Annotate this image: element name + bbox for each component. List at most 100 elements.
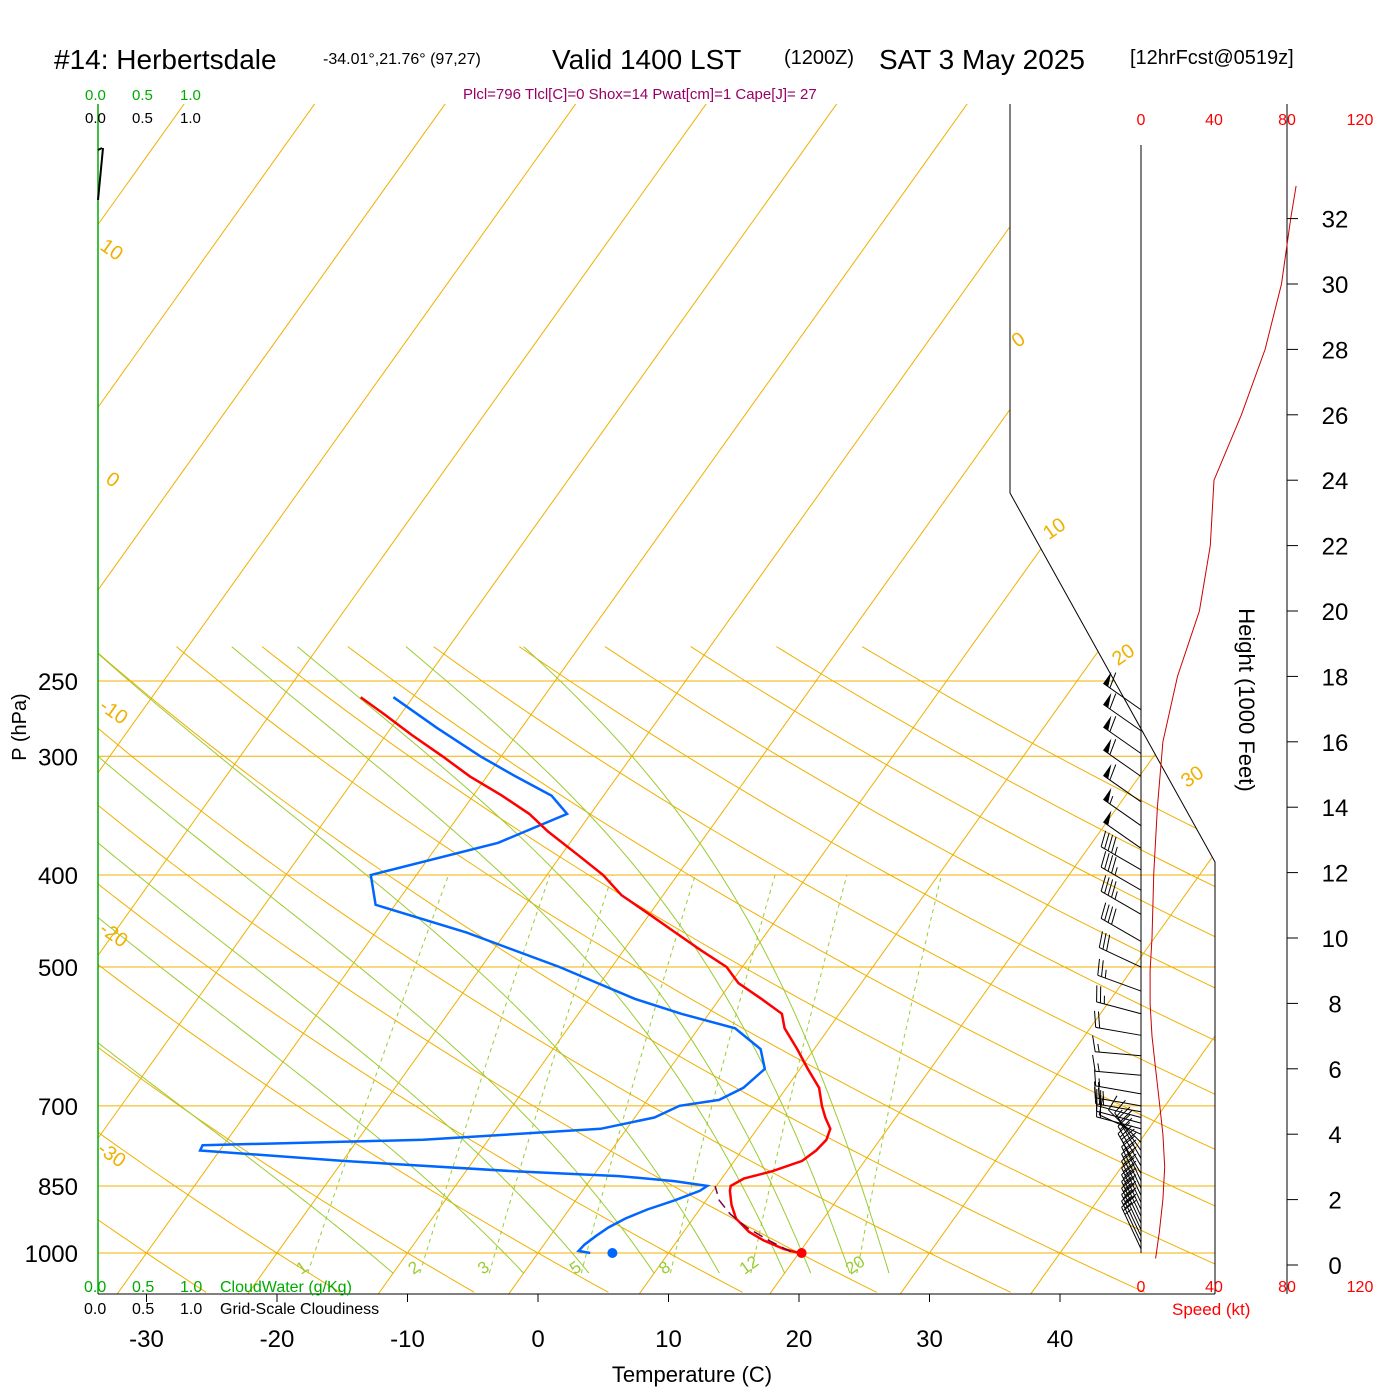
isotherm-label: 30 xyxy=(1177,762,1208,793)
wind-barb xyxy=(1103,715,1142,754)
wind-barb xyxy=(1103,738,1142,777)
dry-adiabat-line xyxy=(98,646,1011,1293)
pressure-tick-label: 700 xyxy=(38,1094,78,1121)
speed-axis-label: Speed (kt) xyxy=(1172,1300,1250,1319)
title-station: #14: Herbertsdale xyxy=(54,44,277,75)
mixing-ratio-label: 1 xyxy=(292,1257,311,1278)
wind-barb xyxy=(1094,1081,1142,1107)
cloudwater-top-tick-2: 1.0 xyxy=(180,87,201,104)
mixing-ratio-label: 5 xyxy=(566,1257,585,1278)
dry-adiabat-line xyxy=(98,646,207,1293)
height-tick-label: 6 xyxy=(1328,1057,1341,1084)
mixing-ratio-line xyxy=(488,874,614,1274)
dry-adiabat-line xyxy=(98,646,609,1293)
stability-indices: Plcl=796 Tlcl[C]=0 Shox=14 Pwat[cm]=1 Ca… xyxy=(463,86,817,103)
moist-adiabat-line xyxy=(98,646,524,1274)
mixing-ratio-label: 3 xyxy=(474,1257,493,1278)
cloudwater-tick-2: 1.0 xyxy=(180,1279,202,1296)
cloudiness-tick-1: 0.5 xyxy=(132,1301,154,1318)
cloudwater-top-tick-0: 0.0 xyxy=(85,87,106,104)
cloud-scale-bottom: 0.0 0.5 1.0 CloudWater (g/Kg) 0.0 0.5 1.… xyxy=(84,1279,379,1318)
cloudiness-top-tick-0: 0.0 xyxy=(85,110,106,127)
wind-barb xyxy=(1103,671,1142,711)
wind-speed-profile xyxy=(1149,185,1297,1259)
isotherm-label: 20 xyxy=(1108,640,1139,671)
height-tick-label: 22 xyxy=(1322,534,1349,561)
wind-barb xyxy=(1092,1035,1142,1057)
height-tick-label: 10 xyxy=(1322,926,1349,953)
height-tick-label: 16 xyxy=(1322,730,1349,757)
temperature-tick-label: 20 xyxy=(786,1326,813,1353)
height-tick-label: 30 xyxy=(1322,272,1349,299)
height-tick-label: 8 xyxy=(1328,991,1341,1018)
dry-adiabat-line xyxy=(98,646,341,1293)
isotherm-label: -10 xyxy=(95,695,131,730)
moist-adiabat-line xyxy=(523,646,890,1274)
speed-tick-bottom: 120 xyxy=(1347,1279,1374,1296)
moist-adiabat-line xyxy=(98,646,655,1274)
plot-frame xyxy=(97,104,1216,1295)
height-tick-label: 20 xyxy=(1322,599,1349,626)
mixing-ratio-line xyxy=(750,874,848,1274)
temperature-tick-label: 30 xyxy=(916,1326,943,1353)
moist-adiabat-line xyxy=(405,646,851,1274)
isobars xyxy=(98,680,1215,1254)
cloudiness-label: Grid-Scale Cloudiness xyxy=(220,1301,379,1318)
height-tick-label: 28 xyxy=(1322,337,1349,364)
surface-dewpoint-marker xyxy=(607,1248,618,1258)
temperature-tick-label: -30 xyxy=(129,1326,164,1353)
dry-adiabat-line xyxy=(776,646,1215,1293)
isotherm-line xyxy=(228,104,1116,1294)
height-tick-label: 12 xyxy=(1322,861,1349,888)
dry-adiabat-line xyxy=(261,646,1215,1293)
y-axis-label: P (hPa) xyxy=(9,693,31,760)
height-tick-label: 4 xyxy=(1328,1122,1341,1149)
isotherm-line xyxy=(98,104,724,1294)
isotherm-line xyxy=(98,104,855,1294)
isotherm-label: 0 xyxy=(1008,328,1030,352)
wind-barb xyxy=(1100,830,1142,871)
isotherm-line xyxy=(620,104,1215,1294)
cloudwater-label: CloudWater (g/Kg) xyxy=(220,1279,352,1296)
speed-tick-bottom: 40 xyxy=(1205,1279,1223,1296)
temperature-profile xyxy=(359,696,832,1255)
cloudiness-tick-0: 0.0 xyxy=(84,1301,106,1318)
height-tick-label: 26 xyxy=(1322,403,1349,430)
wind-barb xyxy=(1098,931,1142,968)
surface-temperature-marker xyxy=(796,1248,807,1258)
wind-barb xyxy=(1094,1087,1142,1113)
speed-tick-bottom: 80 xyxy=(1278,1279,1296,1296)
wind-barb xyxy=(1100,902,1142,942)
isotherm-label: 0 xyxy=(102,468,124,492)
isotherm-line xyxy=(98,104,463,1294)
mixing-ratio-line xyxy=(856,874,942,1274)
height-tick-label: 24 xyxy=(1322,468,1349,495)
dry-adiabat-line xyxy=(98,646,743,1293)
wind-barbs xyxy=(1092,671,1142,1250)
wind-barb xyxy=(1094,1010,1142,1036)
cloudiness-top-tick-1: 0.5 xyxy=(132,110,153,127)
isotherm-line xyxy=(359,104,1215,1294)
cloudiness-top-tick-2: 1.0 xyxy=(180,110,201,127)
title-coords: -34.01°,21.76° (97,27) xyxy=(323,51,481,68)
isotherm-line xyxy=(1011,104,1215,1294)
title-date: SAT 3 May 2025 xyxy=(879,44,1085,75)
isotherm-line xyxy=(750,104,1215,1294)
wind-panel: 0 40 80 120 0 40 80 120 Speed (kt) 02468101214… xyxy=(1092,104,1374,1319)
isotherm-line xyxy=(489,104,1215,1294)
dry-adiabat-line xyxy=(690,646,1215,1293)
moist-adiabat-line xyxy=(98,646,720,1274)
height-tick-label: 0 xyxy=(1328,1253,1341,1280)
mixing-ratio-line xyxy=(307,874,450,1274)
cloudwater-tick-0: 0.0 xyxy=(84,1279,106,1296)
mixing-ratio-label: 20 xyxy=(842,1252,868,1278)
wind-barb xyxy=(1092,1054,1142,1076)
moist-adiabat-line xyxy=(98,646,394,1274)
isotherm-line xyxy=(98,104,985,1294)
dry-adiabat-line xyxy=(433,646,1215,1293)
speed-axis-bottom: 0 40 80 120 xyxy=(1137,1279,1374,1296)
wind-barb xyxy=(1103,692,1142,732)
wind-barb xyxy=(1096,985,1142,1015)
